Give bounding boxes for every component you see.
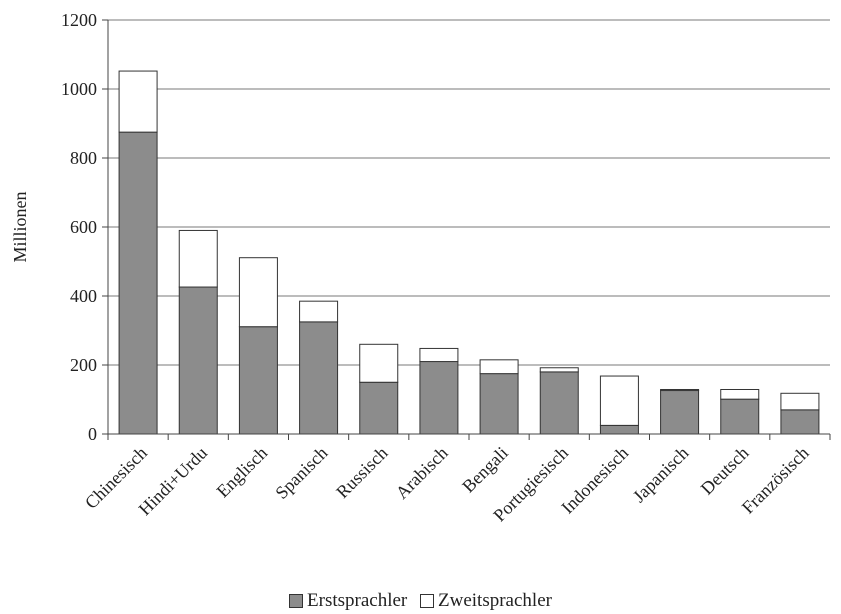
- legend-item-zweitsprachler: Zweitsprachler: [420, 590, 552, 612]
- bar-erstsprachler: [660, 390, 700, 435]
- x-tick-label: Bengali: [458, 443, 512, 497]
- y-axis-title: Millionen: [10, 192, 30, 263]
- x-tick-label: Arabisch: [392, 443, 452, 503]
- bar-zweitsprachler: [479, 359, 519, 375]
- axes: 020040060080010001200ChinesischHindi+Urd…: [61, 10, 831, 525]
- bar-zweitsprachler: [720, 388, 760, 400]
- x-tick-label: Spanisch: [271, 443, 331, 503]
- bar-erstsprachler: [780, 409, 820, 435]
- x-tick-label: Japanisch: [629, 443, 693, 507]
- legend-swatch-erstsprachler: [289, 594, 304, 608]
- legend-swatch-zweitsprachler: [420, 594, 435, 608]
- bars: [118, 70, 820, 435]
- bar-zweitsprachler: [419, 347, 459, 363]
- y-tick-label: 1000: [61, 79, 97, 99]
- bar-zweitsprachler: [359, 343, 399, 383]
- bar-erstsprachler: [299, 321, 339, 435]
- bar-erstsprachler: [419, 361, 459, 435]
- bar-zweitsprachler: [178, 229, 218, 288]
- bar-zweitsprachler: [539, 367, 579, 373]
- bar-zweitsprachler: [238, 257, 278, 328]
- bar-erstsprachler: [720, 398, 760, 435]
- bar-zweitsprachler: [780, 392, 820, 411]
- gridlines: [108, 19, 830, 366]
- y-tick-label: 800: [70, 148, 97, 168]
- bar-erstsprachler: [238, 326, 278, 435]
- bar-zweitsprachler: [299, 300, 339, 323]
- legend-item-erstsprachler: Erstsprachler: [289, 590, 407, 612]
- bar-zweitsprachler: [118, 70, 158, 133]
- y-tick-label: 200: [70, 355, 97, 375]
- bar-erstsprachler: [539, 371, 579, 435]
- bar-zweitsprachler: [660, 388, 700, 392]
- x-tick-label: Deutsch: [697, 443, 753, 499]
- y-tick-label: 400: [70, 286, 97, 306]
- bar-zweitsprachler: [599, 375, 639, 426]
- bar-erstsprachler: [479, 373, 519, 435]
- y-tick-label: 600: [70, 217, 97, 237]
- bar-erstsprachler: [178, 286, 218, 435]
- x-tick-label: Russisch: [332, 443, 391, 502]
- stacked-bar-chart: 020040060080010001200ChinesischHindi+Urd…: [10, 10, 831, 525]
- bar-erstsprachler: [599, 424, 639, 435]
- bar-erstsprachler: [118, 131, 158, 435]
- y-tick-label: 0: [88, 424, 97, 444]
- legend-label-zweitsprachler: Zweitsprachler: [438, 590, 552, 611]
- legend: Erstsprachler Zweitsprachler: [0, 590, 841, 614]
- bar-erstsprachler: [359, 381, 399, 435]
- y-tick-label: 1200: [61, 10, 97, 30]
- legend-label-erstsprachler: Erstsprachler: [307, 590, 408, 611]
- x-tick-label: Englisch: [213, 443, 272, 502]
